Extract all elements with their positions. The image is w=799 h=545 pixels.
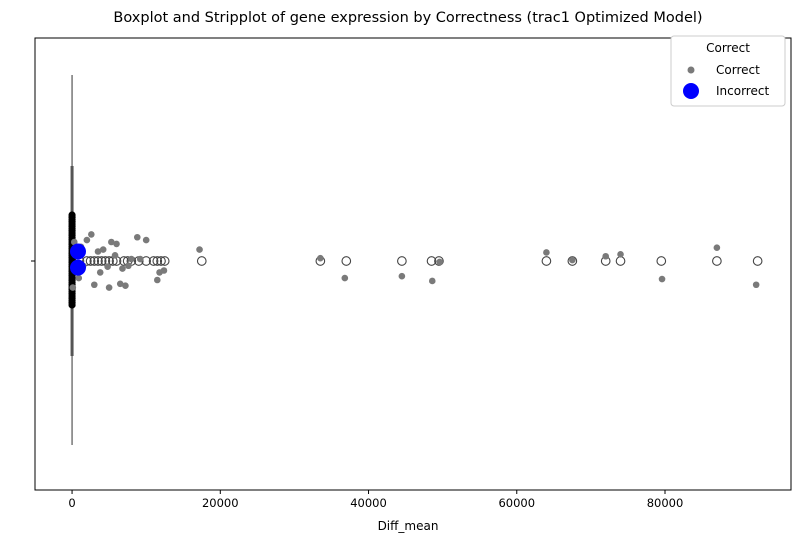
legend-label-correct: Correct [716,63,760,77]
legend-title: Correct [706,41,750,55]
point-correct [617,251,624,258]
outlier-point [615,256,626,266]
outlier-point [567,256,578,266]
point-correct [160,267,168,274]
outlier-point [712,256,722,266]
point-correct [105,284,113,291]
point-correct [119,265,126,272]
x-tick-label: 20000 [202,496,239,510]
point-correct [713,244,721,251]
zero-cluster-point [68,301,76,309]
point-correct [569,256,576,264]
point-correct [436,258,443,266]
point-correct [88,231,95,238]
point-incorrect [69,259,86,276]
outlier-point [89,256,100,266]
point-correct [602,252,610,260]
x-tick-label: 0 [68,496,75,510]
outlier-point [159,256,170,266]
point-correct [99,246,107,253]
point-correct [70,238,78,246]
point-incorrect [69,243,86,260]
chart-title: Boxplot and Stripplot of gene expression… [113,10,702,26]
x-axis: 0 20000 40000 60000 80000 [68,490,683,510]
point-correct [125,262,132,270]
outlier-point [119,256,129,266]
outlier-point [341,256,352,266]
point-correct [317,254,324,262]
legend-marker-correct [687,66,695,74]
x-tick-label: 60000 [498,496,535,510]
outlier-point [397,256,407,266]
point-correct [428,277,436,285]
point-correct [142,236,150,244]
point-correct [94,248,102,255]
point-correct [96,269,104,276]
point-correct [752,281,760,289]
series-incorrect-points [69,243,86,276]
point-correct [543,249,550,256]
outlier-point [156,256,166,266]
x-axis-label: Diff_mean [378,519,439,533]
outlier-point [152,256,163,266]
boxplot-outliers [74,256,763,266]
point-correct [108,238,115,246]
outlier-point [656,256,667,266]
outlier-point [196,256,207,266]
legend-label-incorrect: Incorrect [716,84,769,98]
plot-area-frame [34,37,792,491]
legend-frame [670,35,786,107]
outlier-point [541,256,552,266]
point-correct [136,255,144,263]
point-correct [128,255,135,263]
point-correct [196,246,203,253]
point-correct [341,274,349,282]
series-correct-points [69,231,760,291]
point-correct [153,276,161,284]
point-correct [133,233,141,241]
point-correct [75,274,83,282]
point-correct [111,252,119,259]
outlier-point [752,256,763,266]
legend: Correct Correct Incorrect [670,35,786,107]
outlier-point [148,256,159,266]
dense-points-near-zero [68,211,76,309]
point-correct [398,272,406,280]
outlier-point [82,256,92,266]
point-correct [658,275,666,283]
point-correct [69,284,77,291]
x-tick-label: 80000 [647,496,684,510]
point-correct [122,282,129,290]
outlier-point [85,256,96,266]
legend-marker-incorrect [683,83,699,99]
outlier-point [426,256,437,266]
point-correct [83,236,91,244]
point-correct [90,281,98,289]
point-correct [113,240,120,248]
outlier-point [96,256,107,266]
point-correct [104,263,111,271]
outlier-point [434,256,444,266]
outlier-point [93,256,103,266]
point-correct [116,280,124,288]
x-tick-label: 40000 [350,496,387,510]
